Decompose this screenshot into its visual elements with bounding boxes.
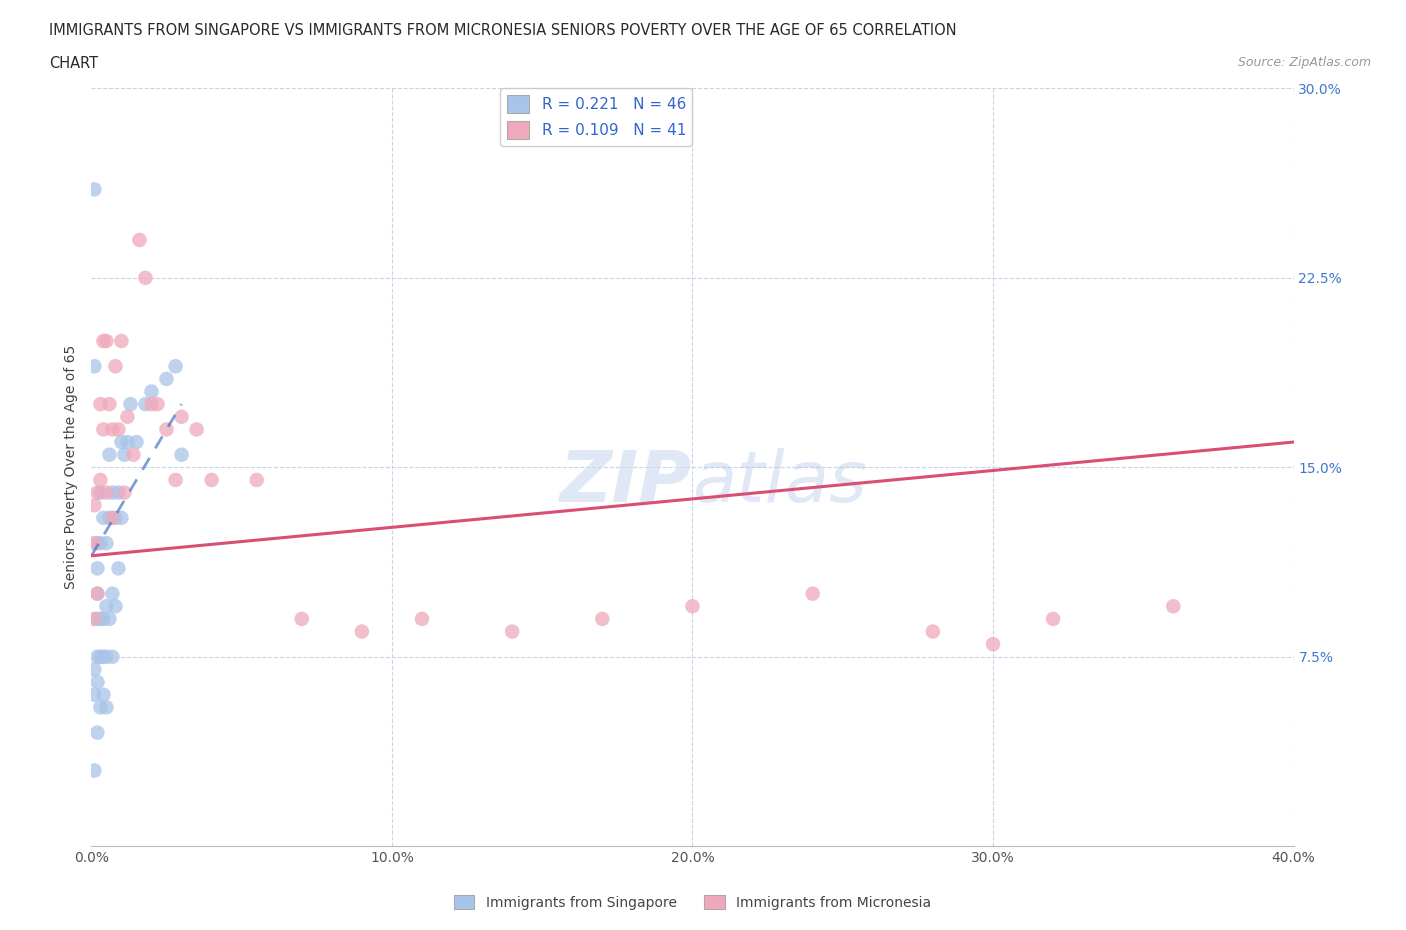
Point	[83, 662, 105, 677]
Point	[86, 536, 108, 551]
Point	[98, 397, 121, 412]
Point	[125, 434, 148, 449]
Point	[93, 511, 115, 525]
Point	[83, 536, 105, 551]
Point	[134, 397, 156, 412]
Point	[96, 536, 118, 551]
Point	[86, 485, 108, 500]
Point	[93, 422, 115, 437]
Point	[86, 586, 108, 601]
Point	[101, 422, 124, 437]
Point	[104, 599, 127, 614]
Point	[120, 397, 142, 412]
Text: Source: ZipAtlas.com: Source: ZipAtlas.com	[1237, 56, 1371, 69]
Point	[89, 472, 111, 487]
Point	[96, 599, 118, 614]
Point	[922, 624, 945, 639]
Point	[86, 561, 108, 576]
Point	[165, 472, 187, 487]
Point	[89, 397, 111, 412]
Point	[681, 599, 703, 614]
Point	[89, 700, 111, 715]
Point	[1161, 599, 1184, 614]
Point	[1042, 612, 1064, 627]
Text: CHART: CHART	[49, 56, 98, 71]
Point	[141, 397, 163, 412]
Point	[170, 409, 193, 424]
Point	[117, 434, 139, 449]
Point	[155, 371, 177, 386]
Text: ZIP: ZIP	[560, 448, 692, 517]
Point	[104, 359, 127, 374]
Point	[86, 586, 108, 601]
Point	[93, 334, 115, 349]
Point	[155, 422, 177, 437]
Text: IMMIGRANTS FROM SINGAPORE VS IMMIGRANTS FROM MICRONESIA SENIORS POVERTY OVER THE: IMMIGRANTS FROM SINGAPORE VS IMMIGRANTS …	[49, 23, 957, 38]
Point	[98, 612, 121, 627]
Point	[101, 586, 124, 601]
Point	[981, 637, 1004, 652]
Point	[101, 511, 124, 525]
Point	[89, 649, 111, 664]
Point	[186, 422, 208, 437]
Point	[165, 359, 187, 374]
Point	[86, 725, 108, 740]
Y-axis label: Seniors Poverty Over the Age of 65: Seniors Poverty Over the Age of 65	[65, 345, 79, 590]
Point	[350, 624, 373, 639]
Point	[83, 182, 105, 197]
Point	[146, 397, 169, 412]
Point	[114, 485, 136, 500]
Point	[101, 485, 124, 500]
Point	[86, 674, 108, 689]
Point	[801, 586, 824, 601]
Point	[101, 649, 124, 664]
Point	[83, 498, 105, 512]
Point	[170, 447, 193, 462]
Point	[411, 612, 433, 627]
Point	[89, 536, 111, 551]
Point	[201, 472, 224, 487]
Point	[110, 334, 132, 349]
Point	[98, 447, 121, 462]
Point	[96, 700, 118, 715]
Point	[114, 447, 136, 462]
Point	[591, 612, 613, 627]
Point	[89, 612, 111, 627]
Point	[98, 511, 121, 525]
Point	[83, 687, 105, 702]
Point	[107, 561, 129, 576]
Point	[96, 485, 118, 500]
Point	[104, 511, 127, 525]
Point	[246, 472, 269, 487]
Point	[89, 485, 111, 500]
Point	[83, 359, 105, 374]
Point	[117, 409, 139, 424]
Point	[107, 422, 129, 437]
Point	[134, 271, 156, 286]
Point	[107, 485, 129, 500]
Point	[93, 687, 115, 702]
Legend: Immigrants from Singapore, Immigrants from Micronesia: Immigrants from Singapore, Immigrants fr…	[449, 889, 936, 915]
Point	[291, 612, 314, 627]
Point	[141, 384, 163, 399]
Point	[96, 649, 118, 664]
Point	[86, 649, 108, 664]
Point	[110, 511, 132, 525]
Point	[110, 434, 132, 449]
Point	[122, 447, 145, 462]
Point	[501, 624, 523, 639]
Point	[83, 612, 105, 627]
Point	[86, 612, 108, 627]
Point	[93, 612, 115, 627]
Point	[83, 763, 105, 777]
Point	[96, 334, 118, 349]
Point	[128, 232, 150, 247]
Text: atlas: atlas	[692, 448, 868, 517]
Point	[93, 649, 115, 664]
